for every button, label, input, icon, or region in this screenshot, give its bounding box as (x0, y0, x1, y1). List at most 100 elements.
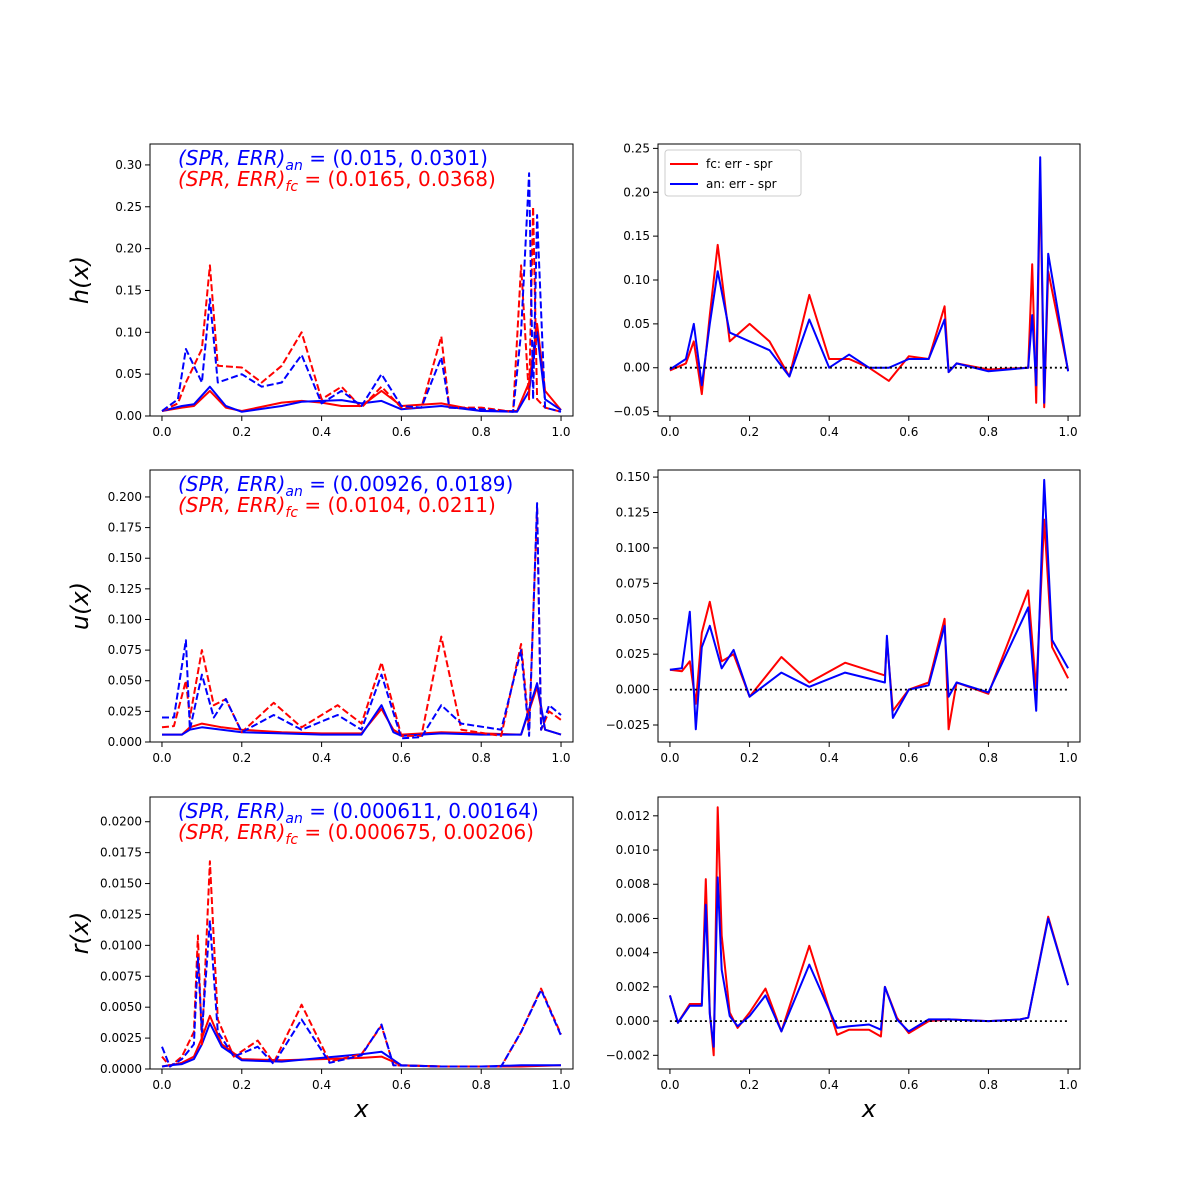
x-tick-label: 0.6 (392, 751, 411, 765)
series-line-an-solid (161, 331, 562, 413)
x-tick-label: 0.8 (472, 1078, 491, 1092)
x-tick-label: 0.6 (392, 1078, 411, 1092)
y-tick-label: 0.025 (616, 647, 650, 661)
x-tick-label: 0.8 (472, 751, 491, 765)
y-tick-label: 0.0000 (100, 1062, 142, 1076)
y-tick-label: 0.010 (616, 843, 650, 857)
x-tick-label: 0.6 (899, 751, 918, 765)
axes-frame (657, 796, 1081, 1070)
y-tick-label: 0.050 (108, 674, 142, 688)
x-tick-label: 0.2 (740, 1078, 759, 1092)
annotation-an: (SPR, ERR)an = (0.015, 0.0301) (178, 146, 488, 174)
x-tick-label: 1.0 (551, 751, 570, 765)
y-axis-label: r(x) (66, 912, 94, 955)
y-tick-label: 0.20 (115, 242, 142, 256)
annotation-an: (SPR, ERR)an = (0.00926, 0.0189) (178, 472, 513, 500)
series-line-fc-dashed (161, 508, 562, 737)
y-tick-label: 0.0125 (100, 907, 142, 921)
axes-frame (657, 469, 1081, 743)
panel-r-right: 0.0 0.2 0.4 0.6 0.8 1.0 −0.002 0.000 0.002 0.004 0… (606, 796, 1081, 1123)
annotation-an: (SPR, ERR)an = (0.000611, 0.00164) (178, 799, 539, 827)
x-tick-label: 0.4 (312, 751, 331, 765)
y-tick-label: 0.004 (616, 946, 650, 960)
y-tick-label: 0.025 (108, 704, 142, 718)
x-tick-label: 0.6 (392, 425, 411, 439)
y-tick-label: −0.002 (606, 1048, 650, 1062)
x-tick-label: 0.4 (820, 1078, 839, 1092)
y-tick-label: 0.075 (616, 576, 650, 590)
x-tick-label: 1.0 (1059, 751, 1078, 765)
series-line-an-solid (669, 156, 1070, 404)
series-line-an-solid (162, 682, 562, 737)
y-tick-label: 0.002 (616, 980, 650, 994)
x-tick-label: 0.2 (232, 425, 251, 439)
x-tick-label: 0.0 (660, 425, 679, 439)
x-tick-label: 0.0 (152, 1078, 171, 1092)
x-tick-label: 0.2 (232, 1078, 251, 1092)
y-tick-label: 0.150 (616, 470, 650, 484)
y-tick-label: 0.0150 (100, 877, 142, 891)
y-tick-label: 0.000 (616, 683, 650, 697)
series-line-fc-solid (669, 518, 1069, 731)
y-tick-label: 0.25 (623, 141, 650, 155)
annotation-fc: (SPR, ERR)fc = (0.000675, 0.00206) (178, 820, 534, 848)
legend-label: fc: err - spr (706, 157, 773, 171)
series-group (669, 156, 1070, 409)
x-tick-label: 1.0 (551, 425, 570, 439)
x-tick-label: 1.0 (551, 1078, 570, 1092)
y-tick-label: 0.0050 (100, 1000, 142, 1014)
y-tick-label: 0.012 (616, 809, 650, 823)
y-tick-label: 0.25 (115, 200, 142, 214)
y-axis-label: h(x) (66, 256, 94, 304)
series-group (161, 172, 562, 413)
y-tick-label: 0.100 (108, 612, 142, 626)
series-line-fc-dashed (161, 205, 562, 413)
series-group (161, 502, 562, 740)
series-line-fc-solid (161, 1014, 562, 1068)
y-tick-label: 0.125 (108, 582, 142, 596)
y-tick-label: 0.075 (108, 643, 142, 657)
y-tick-label: 0.0025 (100, 1031, 142, 1045)
y-tick-label: 0.15 (623, 229, 650, 243)
y-tick-label: 0.100 (616, 541, 650, 555)
y-tick-label: 0.125 (616, 506, 650, 520)
x-tick-label: 0.2 (740, 751, 759, 765)
y-tick-label: 0.175 (108, 521, 142, 535)
y-tick-label: 0.0075 (100, 969, 142, 983)
x-axis-label: x (861, 1095, 877, 1123)
y-tick-label: 0.15 (115, 283, 142, 297)
y-tick-label: 0.150 (108, 551, 142, 565)
series-line-an-dashed (161, 919, 562, 1068)
x-tick-label: 0.8 (979, 751, 998, 765)
y-tick-label: 0.0100 (100, 938, 142, 952)
series-line-fc-solid (161, 322, 562, 412)
panel-h-left: 0.0 0.2 0.4 0.6 0.8 1.0 0.00 0.05 0.10 0.15 0.20 0.… (66, 143, 574, 439)
annotation-fc: (SPR, ERR)fc = (0.0165, 0.0368) (178, 167, 496, 195)
y-tick-label: 0.200 (108, 490, 142, 504)
series-group (668, 806, 1070, 1057)
series-line-an-dashed (161, 172, 562, 413)
y-tick-label: 0.00 (115, 409, 142, 423)
series-group (669, 478, 1069, 731)
x-tick-label: 0.0 (660, 1078, 679, 1092)
y-tick-label: 0.000 (108, 735, 142, 749)
y-axis-label: u(x) (66, 582, 94, 630)
x-tick-label: 0.0 (152, 751, 171, 765)
y-tick-label: 0.0175 (100, 846, 142, 860)
y-tick-label: 0.10 (623, 273, 650, 287)
series-line-fc-solid (669, 173, 1070, 409)
y-tick-label: 0.20 (623, 185, 650, 199)
x-tick-label: 0.0 (152, 425, 171, 439)
y-tick-label: 0.008 (616, 877, 650, 891)
series-line-an-dashed (162, 502, 562, 740)
axes-frame (149, 796, 574, 1070)
x-axis-label: x (353, 1095, 369, 1123)
panel-r-left: 0.0 0.2 0.4 0.6 0.8 1.0 0.0000 0.0025 0.0050 0.00… (66, 796, 574, 1123)
series-line-fc-solid (668, 806, 1070, 1057)
x-tick-label: 0.8 (472, 425, 491, 439)
x-tick-label: 0.0 (660, 751, 679, 765)
y-tick-label: −0.025 (606, 718, 650, 732)
axes-frame (149, 469, 574, 743)
legend: fc: err - spr an: err - spr (664, 149, 802, 197)
